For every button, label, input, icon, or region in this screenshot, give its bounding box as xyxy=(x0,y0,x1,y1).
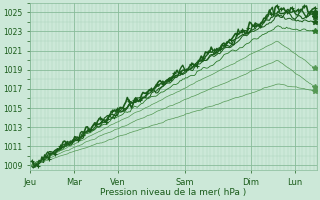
X-axis label: Pression niveau de la mer( hPa ): Pression niveau de la mer( hPa ) xyxy=(100,188,247,197)
